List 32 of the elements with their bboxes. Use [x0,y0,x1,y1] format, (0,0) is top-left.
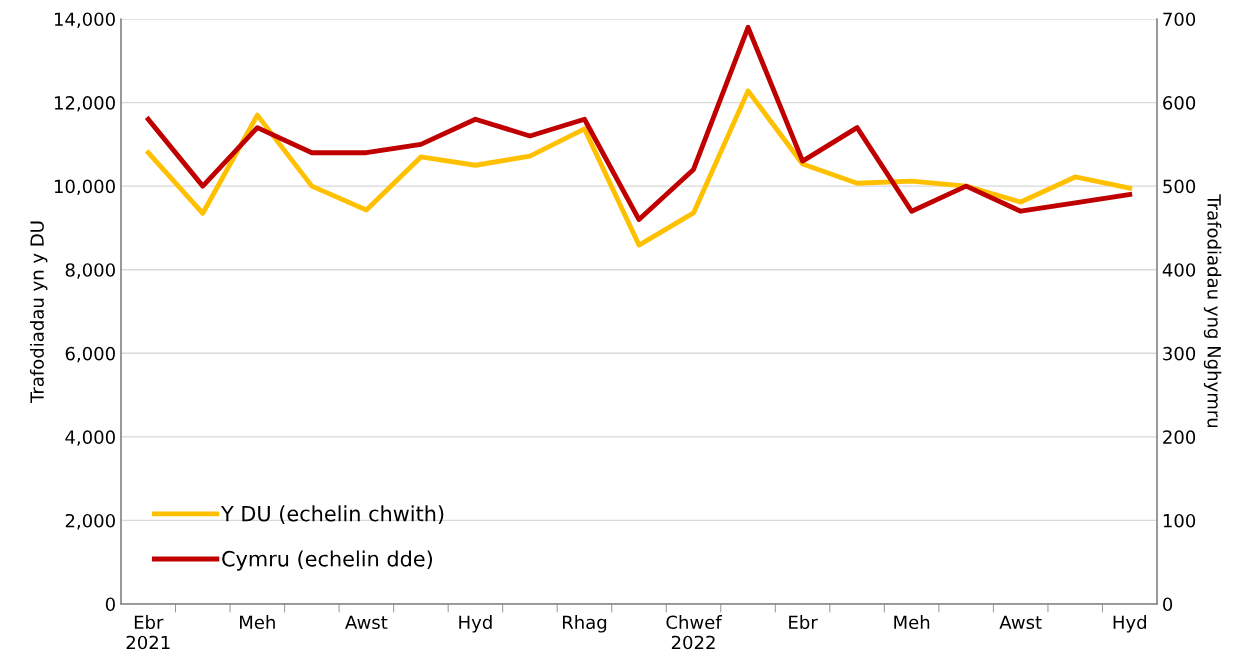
y2-tick-label: 600 [1163,96,1196,110]
line-series [145,24,1133,222]
x-tick-label: Awst [345,615,388,630]
x-tick-label: Awst [999,615,1042,630]
y-tick-label: 4,000 [65,430,115,446]
y-tick-label: 8,000 [65,263,115,279]
y-tick-label: 0 [105,597,115,612]
y-tick-label: 12,000 [54,96,115,112]
y-tick-label: 10,000 [54,179,115,196]
x-tick-label: Rhag [562,615,607,633]
y2-axis-title: Trafodiadau yng Nghymru [1203,194,1222,428]
line-series [145,88,1133,248]
x-tick-label: Ebr 2021 [126,615,170,650]
y-axis-title: Trafodiadau yn y DU [29,221,48,404]
y-tick-label: 6,000 [65,346,115,363]
x-tick-label: Meh [894,615,930,630]
y2-tick-label: 0 [1163,597,1173,612]
x-tick-label: Ebr [789,615,818,630]
x-tick-label: Meh [240,615,275,630]
y2-tick-label: 400 [1162,263,1196,277]
y2-tick-label: 500 [1163,179,1196,194]
x-tick-label: Chwef 2022 [666,615,723,650]
y2-tick-label: 300 [1163,346,1196,361]
x-tick-label: Hyd [459,615,492,633]
y2-tick-label: 100 [1163,513,1196,528]
y-tick-label: 2,000 [65,513,115,530]
x-tick-label: Hyd [1113,615,1146,633]
legend-label: Cymru (echelin dde) [222,550,432,571]
y2-tick-label: 200 [1163,430,1196,444]
legend-label: Y DU (echelin chwith) [220,505,444,524]
y-tick-label: 14,000 [54,12,115,28]
y2-tick-label: 700 [1163,12,1196,27]
